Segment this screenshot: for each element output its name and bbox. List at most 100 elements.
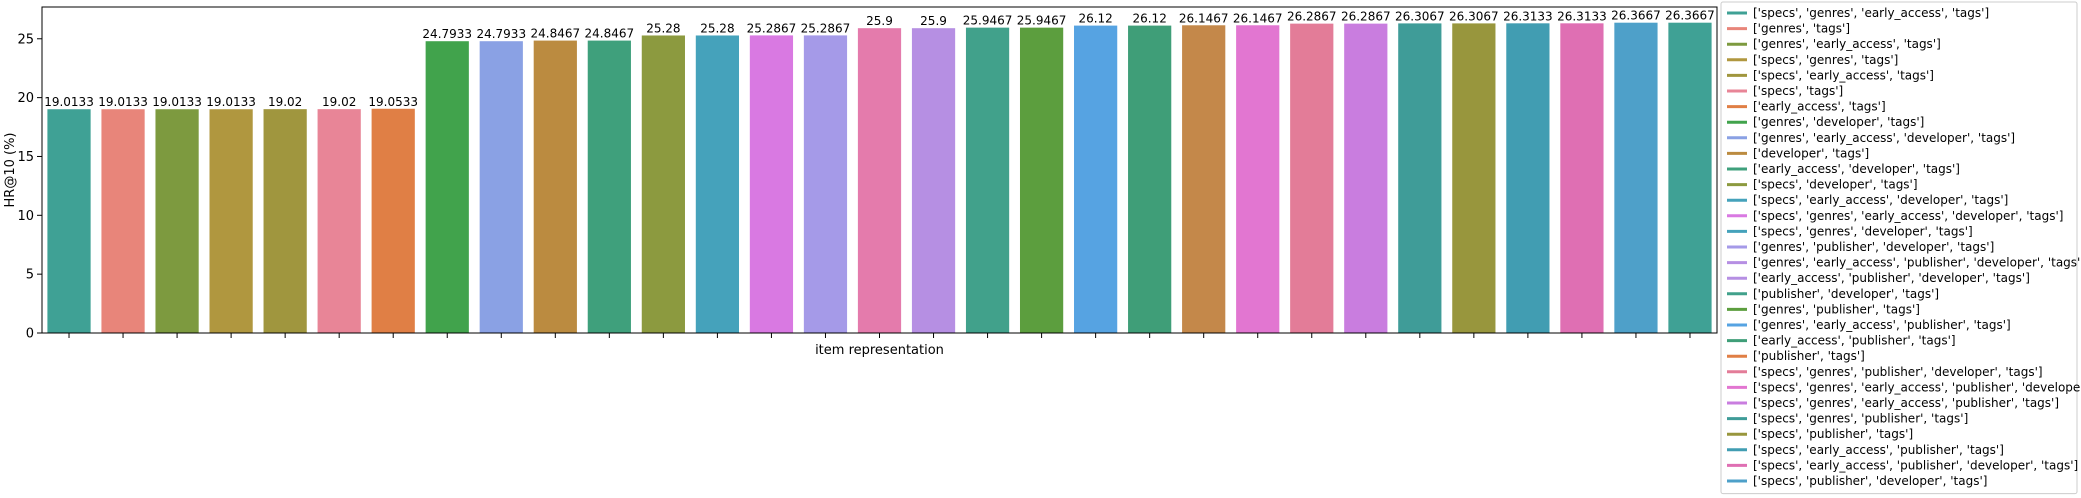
bar-value-label: 26.3067: [1449, 9, 1499, 23]
bar: [587, 40, 631, 333]
y-axis: 0 5 10 15 20 25: [17, 32, 42, 342]
bar-value-label: 25.9: [866, 14, 893, 28]
legend-entry-label: ['genres', 'publisher', 'tags']: [1753, 302, 1920, 316]
bar: [1019, 27, 1064, 333]
legend-entry-label: ['publisher', 'developer', 'tags']: [1753, 287, 1939, 301]
legend-entry-label: ['specs', 'genres', 'early_access', 'tag…: [1753, 6, 1989, 20]
bar: [695, 35, 740, 333]
x-axis-label: item representation: [815, 343, 944, 358]
bar-value-label: 26.3667: [1665, 9, 1715, 23]
legend-entry-label: ['specs', 'genres', 'publisher', 'develo…: [1753, 365, 2043, 379]
bar: [1614, 22, 1658, 333]
y-tick-label: 10: [17, 209, 34, 224]
legend-entry-label: ['specs', 'tags']: [1753, 84, 1843, 98]
legend-entry-label: ['publisher', 'tags']: [1753, 349, 1865, 363]
bars-layer: 19.0133 19.0133 19.0133 19.0133 19.02 19.02 19…: [44, 9, 1715, 334]
bar: [317, 109, 361, 333]
bar: [1668, 22, 1712, 333]
bar: [1560, 23, 1604, 333]
legend-entry-label: ['specs', 'developer', 'tags']: [1753, 178, 1918, 192]
bar-value-label: 25.9467: [963, 14, 1013, 28]
bar: [857, 28, 902, 334]
legend-entry-label: ['early_access', 'tags']: [1753, 100, 1886, 114]
legend-entry-label: ['specs', 'publisher', 'tags']: [1753, 427, 1913, 441]
bar-value-label: 26.1467: [1233, 11, 1283, 25]
bar-value-label: 24.7933: [476, 27, 526, 41]
bar: [479, 41, 523, 334]
bar-value-label: 24.7933: [422, 27, 472, 41]
bar: [1452, 23, 1496, 334]
legend-entry-label: ['specs', 'early_access', 'developer', '…: [1753, 193, 2008, 207]
bar: [533, 40, 577, 333]
bar-value-label: 26.3667: [1611, 9, 1661, 23]
bar: [1344, 23, 1388, 334]
legend-entry-label: ['specs', 'publisher', 'developer', 'tag…: [1753, 474, 1987, 488]
bar-value-label: 26.3067: [1395, 9, 1445, 23]
bar-value-label: 19.02: [268, 95, 302, 109]
legend-entry-label: ['specs', 'genres', 'publisher', 'tags']: [1753, 412, 1968, 426]
bar: [1074, 25, 1118, 334]
legend-entry-label: ['genres', 'early_access', 'tags']: [1753, 37, 1941, 51]
legend-entry-label: ['genres', 'developer', 'tags']: [1753, 115, 1924, 129]
bar: [155, 109, 199, 333]
bar: [209, 109, 253, 333]
bar: [1128, 25, 1172, 334]
bar-value-label: 25.2867: [801, 21, 851, 35]
bar-value-label: 25.9: [920, 14, 947, 28]
legend-entry-label: ['early_access', 'developer', 'tags']: [1753, 162, 1960, 176]
bar-value-label: 26.1467: [1179, 11, 1229, 25]
bar-value-label: 19.0133: [44, 95, 94, 109]
bar-value-label: 19.0533: [368, 95, 418, 109]
legend-entry-label: ['genres', 'tags']: [1753, 22, 1850, 36]
bar-value-label: 19.0133: [98, 95, 148, 109]
bar: [263, 109, 307, 333]
x-axis: [68, 333, 1691, 338]
y-tick-label: 20: [17, 91, 34, 106]
legend-entry-label: ['genres', 'early_access', 'publisher', …: [1753, 318, 2011, 332]
bar-value-label: 26.2867: [1287, 10, 1337, 24]
bar-value-label: 25.28: [700, 21, 734, 35]
legend-entry-label: ['specs', 'genres', 'developer', 'tags']: [1753, 224, 1973, 238]
bar-value-label: 24.8467: [530, 27, 580, 41]
legend-entry-label: ['specs', 'genres', 'early_access', 'pub…: [1753, 396, 2059, 410]
legend-entry-label: ['specs', 'early_access', 'tags']: [1753, 68, 1934, 82]
legend-entry-label: ['genres', 'early_access', 'publisher', …: [1753, 256, 2081, 270]
legend-entry-label: ['specs', 'early_access', 'publisher', '…: [1753, 443, 2004, 457]
bar: [425, 41, 469, 334]
bar-value-label: 26.3133: [1557, 9, 1607, 23]
bar-value-label: 26.3133: [1503, 9, 1553, 23]
bar-value-label: 26.12: [1132, 12, 1166, 26]
legend-entry-label: ['early_access', 'publisher', 'tags']: [1753, 334, 1956, 348]
bar: [1506, 23, 1550, 333]
bar-value-label: 26.12: [1078, 12, 1112, 26]
legend-entry-label: ['specs', 'early_access', 'publisher', '…: [1753, 458, 2078, 472]
bar: [641, 35, 685, 333]
bar: [965, 27, 1010, 333]
y-tick-label: 25: [17, 32, 34, 47]
bar: [47, 109, 91, 333]
legend: ['specs', 'genres', 'early_access', 'tag…: [1720, 1, 2081, 495]
bar: [749, 35, 794, 334]
bar: [101, 109, 145, 333]
legend-entry-label: ['specs', 'genres', 'early_access', 'pub…: [1753, 380, 2081, 394]
bar-value-label: 24.8467: [585, 27, 635, 41]
bar: [371, 108, 415, 333]
y-tick-label: 5: [26, 268, 34, 283]
bar-value-label: 19.0133: [152, 95, 202, 109]
legend-entry-label: ['specs', 'genres', 'tags']: [1753, 53, 1898, 67]
legend-box: [1720, 1, 2078, 495]
bar-value-label: 19.0133: [206, 95, 256, 109]
legend-entry-label: ['early_access', 'publisher', 'developer…: [1753, 271, 2030, 285]
bar-value-label: 25.9467: [1017, 14, 1067, 28]
bar: [1236, 25, 1280, 334]
legend-entry-label: ['genres', 'early_access', 'developer', …: [1753, 131, 2015, 145]
legend-entry-label: ['developer', 'tags']: [1753, 146, 1869, 160]
bar: [911, 28, 956, 334]
legend-entry-label: ['genres', 'publisher', 'developer', 'ta…: [1753, 240, 1994, 254]
y-tick-label: 15: [17, 150, 34, 165]
bar-value-label: 19.02: [322, 95, 356, 109]
bar-value-label: 26.2867: [1341, 10, 1391, 24]
y-tick-label: 0: [26, 327, 34, 342]
bar: [1398, 23, 1442, 334]
